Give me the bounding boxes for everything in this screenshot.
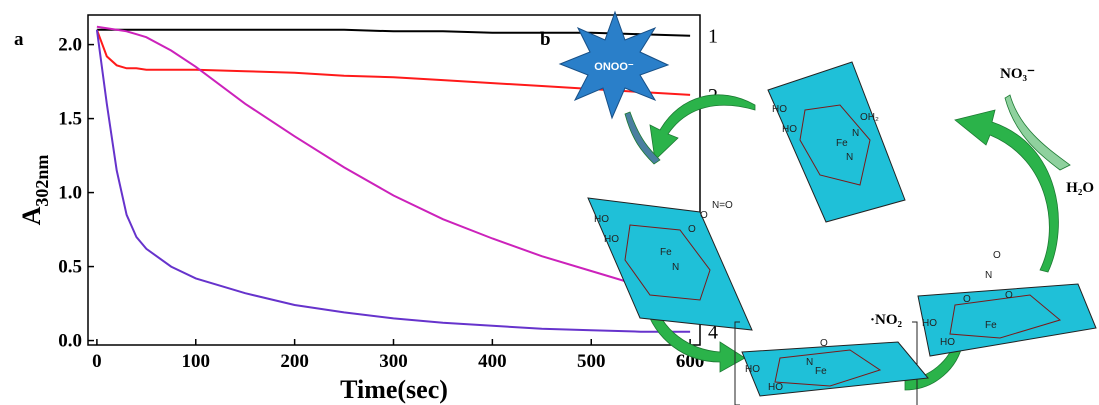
x-tick-label: 400 (478, 351, 507, 372)
label: HO (604, 234, 619, 245)
radical: ·NO₂ (870, 312, 903, 328)
complex (767, 61, 906, 223)
y-axis-label: A302nm (17, 155, 52, 226)
arrow (644, 299, 746, 373)
arrow (954, 109, 1059, 273)
label: N (672, 262, 679, 273)
diagram: b ONOO⁻ NO₃⁻ H₂O ·NO₂ HO HO Fe OH₂ N N H… (540, 10, 1097, 405)
y-tick-label: 0.0 (58, 331, 82, 352)
arrow (624, 111, 661, 165)
star (558, 10, 670, 120)
x-tick-label: 0 (92, 351, 102, 372)
series-line (95, 29, 691, 333)
y-tick-label: 0.5 (58, 257, 82, 278)
label: HO (922, 318, 937, 329)
y-tick-label: 2.0 (58, 35, 82, 56)
label: O (1005, 290, 1013, 301)
label: Fe (660, 247, 672, 258)
label: Fe (815, 366, 827, 377)
x-axis-label: Time(sec) (340, 375, 448, 404)
label: O (688, 224, 696, 235)
label: HO (782, 124, 797, 135)
arrow (649, 94, 756, 161)
complex (917, 283, 1097, 357)
y-axis-label-main: A (17, 206, 46, 225)
porphyrin (799, 104, 871, 186)
label: N (985, 270, 992, 281)
series-line (96, 25, 691, 301)
x-tick-label: 300 (379, 351, 408, 372)
x-tick-label: 100 (182, 351, 211, 372)
label: OH₂ (860, 112, 879, 123)
porphyrin (949, 294, 1062, 339)
label: HO (772, 104, 787, 115)
plot: 0.00.51.01.52.001002003004005006001234 (58, 26, 718, 372)
y-axis-label-sub: 302nm (32, 155, 52, 207)
porphyrin (624, 224, 711, 301)
series-line (96, 28, 691, 37)
panel-label: b (540, 29, 551, 50)
panel-label: a (14, 29, 24, 50)
label: Fe (985, 320, 997, 331)
y-tick-label: 1.0 (58, 183, 82, 204)
porphyrin (774, 349, 882, 387)
label: HO (940, 337, 955, 348)
nitrate: NO₃⁻ (1000, 66, 1035, 82)
label: N (806, 357, 813, 368)
reactant: ONOO⁻ (594, 61, 634, 73)
label: HO (745, 364, 760, 375)
label: O (993, 250, 1001, 261)
complex (587, 197, 753, 331)
series-label: 1 (708, 26, 718, 48)
water: H₂O (1066, 180, 1094, 196)
label: N (846, 152, 853, 163)
series-label: 4 (708, 322, 718, 344)
label: O (963, 294, 971, 305)
label: HO (768, 382, 783, 393)
x-tick-label: 500 (577, 351, 606, 372)
arrow (1004, 94, 1071, 171)
x-tick-label: 200 (280, 351, 309, 372)
series-line (95, 29, 691, 96)
label: O (820, 338, 828, 349)
label: N=O (712, 200, 733, 211)
label: HO (594, 214, 609, 225)
y-tick-label: 1.5 (58, 109, 82, 130)
label: Fe (836, 138, 848, 149)
label: O (700, 210, 708, 221)
label: N (852, 128, 859, 139)
